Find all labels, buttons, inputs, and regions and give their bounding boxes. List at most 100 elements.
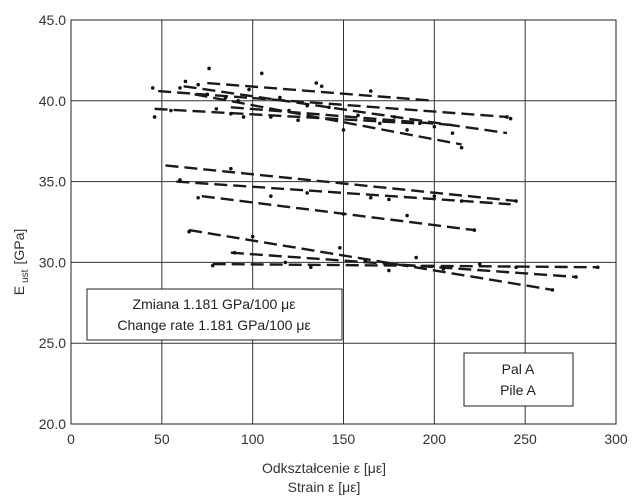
- data-point: [432, 124, 437, 129]
- y-tick-labels: 20.0 25.0 30.0 35.0 40.0 45.0: [39, 12, 66, 432]
- trend-line: [183, 85, 508, 135]
- data-point: [178, 178, 182, 182]
- data-point: [283, 260, 288, 265]
- data-point: [287, 108, 291, 113]
- data-point: [477, 262, 482, 266]
- y-axis-subscript: ust: [20, 269, 31, 283]
- y-tick-label: 25.0: [39, 335, 66, 351]
- data-point: [418, 121, 422, 126]
- data-point: [459, 145, 464, 150]
- data-point: [309, 265, 313, 270]
- data-point: [229, 166, 233, 171]
- data-point: [459, 199, 464, 203]
- data-point: [450, 131, 455, 135]
- data-point: [441, 267, 446, 271]
- data-point: [378, 121, 382, 126]
- y-tick-label: 45.0: [39, 12, 66, 28]
- trend-line: [188, 228, 553, 292]
- change-rate-text-en: Change rate 1.181 GPa/100 με: [117, 317, 310, 333]
- data-point: [314, 81, 319, 85]
- trend-line: [158, 89, 508, 119]
- y-axis-unit: [GPa]: [11, 229, 27, 265]
- data-point: [327, 105, 331, 110]
- data-point: [596, 265, 600, 270]
- change-rate-box: [86, 288, 343, 341]
- data-point: [236, 99, 240, 103]
- data-point: [269, 115, 273, 119]
- data-point: [514, 199, 518, 203]
- data-point: [514, 265, 518, 270]
- y-tick-label: 35.0: [39, 174, 66, 190]
- data-point: [405, 213, 409, 218]
- x-tick-labels: 0 50 100 150 200 250 300: [67, 431, 628, 447]
- x-axis-title-english: Strain ε [με]: [288, 479, 361, 495]
- data-point: [250, 234, 255, 239]
- data-point: [241, 115, 246, 119]
- x-tick-label: 200: [423, 431, 447, 447]
- data-point: [392, 115, 397, 119]
- data-point: [387, 197, 391, 202]
- x-tick-label: 300: [604, 431, 628, 447]
- data-point: [405, 128, 409, 132]
- data-point: [305, 191, 309, 195]
- y-tick-label: 20.0: [39, 416, 66, 432]
- data-point: [505, 115, 509, 119]
- data-point: [210, 263, 215, 268]
- data-point: [178, 86, 182, 90]
- plot-area-frame: [70, 19, 617, 425]
- data-point: [150, 86, 155, 90]
- data-point: [196, 195, 200, 200]
- data-point: [269, 194, 273, 198]
- data-point: [319, 84, 324, 89]
- x-axis-title: Odkształcenie ε [με]: [262, 460, 386, 476]
- data-point: [432, 194, 437, 198]
- data-point: [205, 92, 210, 97]
- trend-line: [201, 194, 475, 232]
- data-point: [207, 66, 211, 71]
- data-point: [214, 107, 219, 111]
- data-point: [196, 82, 200, 87]
- trend-line: [165, 164, 517, 203]
- x-tick-label: 50: [154, 431, 170, 447]
- data-point: [508, 116, 513, 121]
- y-tick-label: 40.0: [39, 93, 66, 109]
- data-point: [247, 87, 251, 92]
- data-point: [223, 95, 228, 100]
- pile-label-box: [463, 352, 574, 407]
- data-point: [341, 212, 346, 216]
- data-point: [278, 95, 282, 100]
- x-tick-label: 100: [241, 431, 265, 447]
- data-point: [229, 111, 233, 116]
- data-point: [356, 113, 360, 118]
- data-point: [152, 115, 157, 119]
- data-point: [414, 255, 418, 260]
- data-point: [338, 246, 342, 250]
- data-point: [296, 118, 300, 122]
- pile-label-en: Pile A: [500, 382, 536, 398]
- y-tick-label: 30.0: [39, 254, 66, 270]
- data-point: [232, 250, 237, 255]
- data-point: [368, 195, 373, 200]
- x-tick-label: 150: [332, 431, 356, 447]
- data-point: [472, 228, 477, 232]
- data-point: [387, 268, 391, 273]
- data-point: [305, 103, 309, 108]
- trend-line: [154, 107, 417, 125]
- data-point: [169, 108, 173, 113]
- data-points: [150, 66, 600, 292]
- x-tick-label: 0: [67, 431, 75, 447]
- pile-label-pl: Pal A: [502, 361, 535, 377]
- data-point: [368, 89, 373, 93]
- data-point: [574, 275, 578, 279]
- trend-line: [212, 262, 598, 269]
- y-axis-symbol: E: [11, 286, 27, 295]
- data-point: [363, 258, 368, 263]
- y-axis-title: Eust [GPa]: [11, 229, 31, 295]
- change-rate-text-pl: Zmiana 1.181 GPa/100 με: [133, 296, 296, 312]
- x-tick-label: 250: [513, 431, 537, 447]
- data-point: [183, 79, 188, 84]
- data-point: [341, 128, 346, 132]
- data-point: [550, 288, 555, 292]
- data-point: [259, 71, 264, 76]
